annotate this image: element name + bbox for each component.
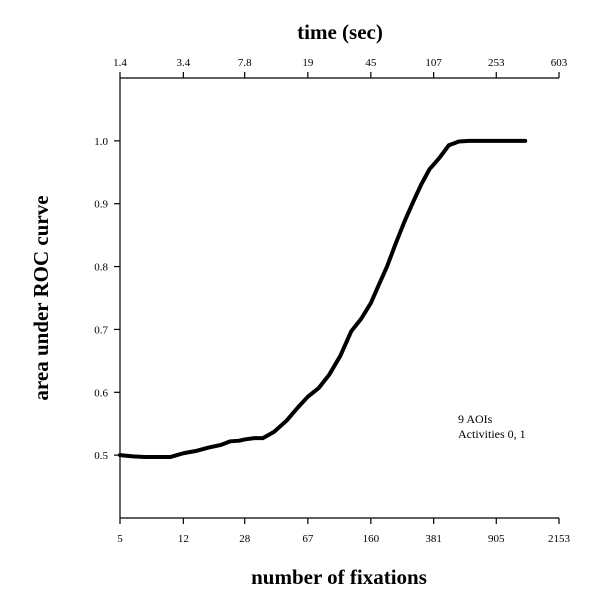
y-tick-label: 0.6 (94, 387, 108, 399)
x2-tick-label: 19 (302, 57, 314, 69)
axes (119, 77, 559, 519)
x2-tick-label: 253 (488, 57, 505, 69)
y-axis-title: area under ROC curve (29, 195, 53, 400)
y-tick-label: 1.0 (94, 136, 108, 148)
x-tick-label: 28 (239, 533, 251, 545)
annotation-aois: 9 AOIs (458, 412, 493, 426)
ticks (114, 72, 560, 524)
x2-tick-label: 45 (365, 57, 377, 69)
x2-tick-label: 7.8 (238, 57, 252, 69)
tick-labels: 5 12 28 67 160 381 905 2153 1.4 3.4 7.8 19 45 107 253 6… (94, 57, 570, 545)
x-tick-label: 160 (363, 533, 380, 545)
y-tick-label: 0.7 (94, 324, 108, 336)
x-tick-label: 905 (488, 533, 505, 545)
x-tick-label: 2153 (548, 533, 571, 545)
x-tick-label: 12 (178, 533, 189, 545)
x-axis-title: number of fixations (251, 565, 427, 589)
x-tick-label: 381 (425, 533, 442, 545)
x-tick-label: 67 (302, 533, 314, 545)
x2-axis-title: time (sec) (297, 20, 383, 44)
x2-tick-label: 603 (551, 57, 568, 69)
y-tick-label: 0.5 (94, 450, 108, 462)
series-line-roc (118, 138, 528, 460)
y-tick-label: 0.9 (94, 199, 108, 211)
x-tick-label: 5 (117, 533, 123, 545)
annotation-activities: Activities 0, 1 (458, 427, 526, 441)
x2-tick-label: 1.4 (113, 57, 127, 69)
y-tick-label: 0.8 (94, 262, 108, 274)
x2-tick-label: 3.4 (176, 57, 190, 69)
x2-tick-label: 107 (425, 57, 442, 69)
